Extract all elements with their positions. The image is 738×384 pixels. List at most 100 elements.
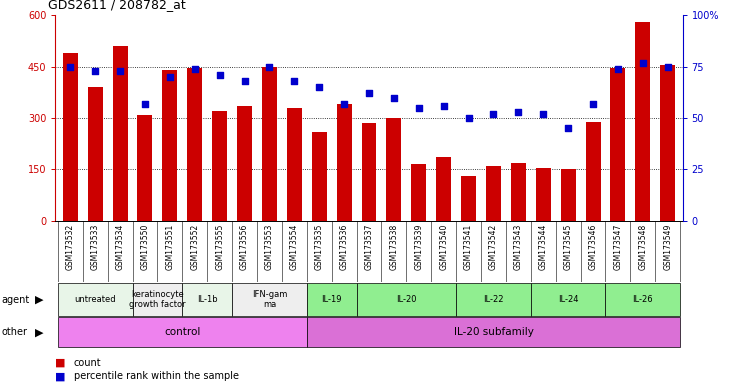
- Point: [338, 101, 350, 107]
- Text: control: control: [164, 327, 201, 337]
- Text: IL-1b: IL-1b: [197, 295, 218, 304]
- Bar: [561, 169, 576, 221]
- Text: GSM173553: GSM173553: [265, 224, 274, 270]
- Text: GSM173533: GSM173533: [91, 224, 100, 270]
- Point: [363, 90, 375, 96]
- Text: GDS2611 / 208782_at: GDS2611 / 208782_at: [48, 0, 186, 12]
- Point: [289, 78, 300, 84]
- Point: [189, 66, 201, 72]
- Text: GSM173547: GSM173547: [613, 224, 622, 270]
- Point: [612, 66, 624, 72]
- Text: ▶: ▶: [35, 295, 44, 305]
- Bar: [585, 121, 601, 221]
- Bar: [287, 108, 302, 221]
- Text: GSM173546: GSM173546: [588, 224, 598, 270]
- Text: GSM173550: GSM173550: [140, 224, 150, 270]
- Point: [314, 84, 325, 90]
- Bar: [162, 70, 177, 221]
- Point: [388, 94, 400, 101]
- Point: [263, 64, 275, 70]
- Text: GSM173554: GSM173554: [290, 224, 299, 270]
- Text: GSM173534: GSM173534: [116, 224, 125, 270]
- Point: [537, 111, 549, 117]
- Bar: [307, 283, 356, 316]
- Text: IFN-gam
ma: IFN-gam ma: [252, 290, 287, 309]
- Point: [512, 109, 524, 115]
- Text: keratinocyte
growth factor: keratinocyte growth factor: [129, 290, 186, 309]
- Bar: [58, 318, 307, 347]
- Bar: [213, 111, 227, 221]
- Text: IL-26: IL-26: [632, 295, 653, 304]
- Text: GSM173552: GSM173552: [190, 224, 199, 270]
- Bar: [232, 283, 307, 316]
- Point: [662, 64, 674, 70]
- Text: IL-22: IL-22: [483, 295, 504, 304]
- Bar: [356, 283, 456, 316]
- Text: GSM173556: GSM173556: [240, 224, 249, 270]
- Point: [463, 115, 475, 121]
- Point: [139, 101, 151, 107]
- Bar: [63, 53, 77, 221]
- Text: other: other: [1, 327, 27, 337]
- Text: percentile rank within the sample: percentile rank within the sample: [74, 371, 239, 381]
- Text: GSM173535: GSM173535: [314, 224, 324, 270]
- Text: IL-24: IL-24: [558, 295, 579, 304]
- Text: GSM173536: GSM173536: [339, 224, 348, 270]
- Bar: [362, 123, 376, 221]
- Point: [587, 101, 599, 107]
- Bar: [182, 283, 232, 316]
- Point: [488, 111, 500, 117]
- Text: IL-19: IL-19: [322, 295, 342, 304]
- Bar: [113, 46, 128, 221]
- Text: GSM173542: GSM173542: [489, 224, 498, 270]
- Text: ▶: ▶: [35, 327, 44, 337]
- Bar: [536, 168, 551, 221]
- Bar: [88, 87, 103, 221]
- Text: IL-20 subfamily: IL-20 subfamily: [454, 327, 534, 337]
- Text: GSM173548: GSM173548: [638, 224, 647, 270]
- Text: GSM173544: GSM173544: [539, 224, 548, 270]
- Bar: [262, 67, 277, 221]
- Text: GSM173539: GSM173539: [414, 224, 424, 270]
- Bar: [58, 283, 133, 316]
- Bar: [237, 106, 252, 221]
- Text: GSM173541: GSM173541: [464, 224, 473, 270]
- Bar: [531, 283, 605, 316]
- Point: [562, 125, 574, 131]
- Text: GSM173555: GSM173555: [215, 224, 224, 270]
- Point: [164, 74, 176, 80]
- Bar: [511, 162, 525, 221]
- Bar: [605, 283, 680, 316]
- Point: [238, 78, 250, 84]
- Text: ■: ■: [55, 371, 66, 381]
- Text: GSM173538: GSM173538: [390, 224, 399, 270]
- Bar: [461, 176, 476, 221]
- Text: GSM173549: GSM173549: [663, 224, 672, 270]
- Text: IL-20: IL-20: [396, 295, 416, 304]
- Bar: [311, 132, 327, 221]
- Text: GSM173551: GSM173551: [165, 224, 174, 270]
- Point: [637, 60, 649, 66]
- Text: GSM173532: GSM173532: [66, 224, 75, 270]
- Bar: [661, 65, 675, 221]
- Point: [89, 68, 101, 74]
- Text: GSM173545: GSM173545: [564, 224, 573, 270]
- Bar: [187, 68, 202, 221]
- Bar: [411, 164, 427, 221]
- Point: [64, 64, 76, 70]
- Point: [413, 105, 424, 111]
- Text: GSM173543: GSM173543: [514, 224, 523, 270]
- Bar: [307, 318, 680, 347]
- Text: GSM173537: GSM173537: [365, 224, 373, 270]
- Text: count: count: [74, 358, 101, 368]
- Bar: [436, 157, 451, 221]
- Bar: [486, 166, 501, 221]
- Text: agent: agent: [1, 295, 30, 305]
- Bar: [635, 22, 650, 221]
- Point: [114, 68, 126, 74]
- Text: GSM173540: GSM173540: [439, 224, 448, 270]
- Text: untreated: untreated: [75, 295, 116, 304]
- Bar: [137, 115, 153, 221]
- Point: [214, 72, 226, 78]
- Bar: [610, 68, 625, 221]
